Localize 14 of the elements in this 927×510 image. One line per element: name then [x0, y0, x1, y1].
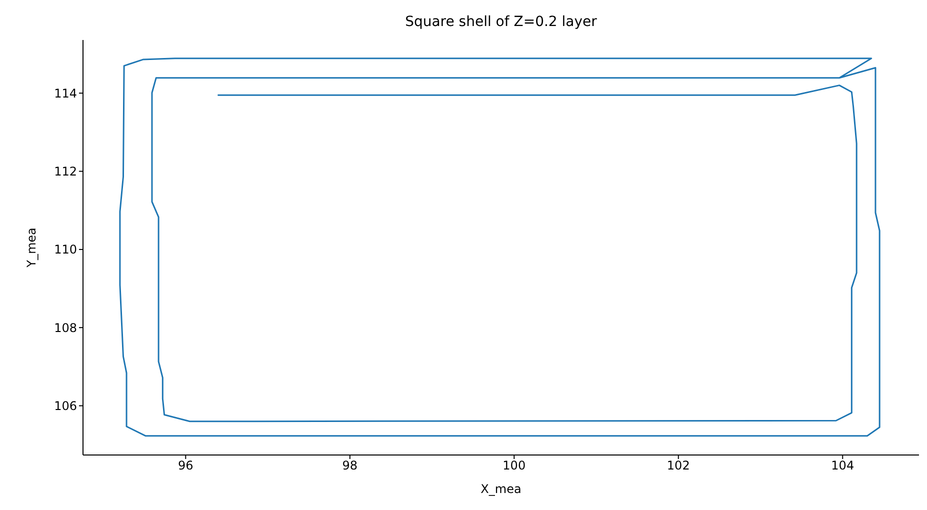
y-tick-label: 112 [54, 164, 77, 179]
x-tick-label: 98 [342, 458, 358, 473]
x-axis-title: X_mea [480, 482, 522, 496]
x-tick-label: 96 [178, 458, 194, 473]
x-tick-label: 100 [502, 458, 526, 473]
y-tick-label: 114 [54, 86, 77, 100]
line-series [119, 58, 880, 437]
x-tick-label: 104 [831, 458, 854, 473]
x-tick-label: 102 [666, 458, 690, 473]
y-axis-title: Y_mea [24, 228, 38, 268]
y-tick-label: 110 [54, 242, 77, 257]
chart-title: Square shell of Z=0.2 layer [404, 14, 598, 30]
y-tick-label: 108 [54, 320, 77, 335]
y-tick-label: 106 [54, 399, 77, 414]
